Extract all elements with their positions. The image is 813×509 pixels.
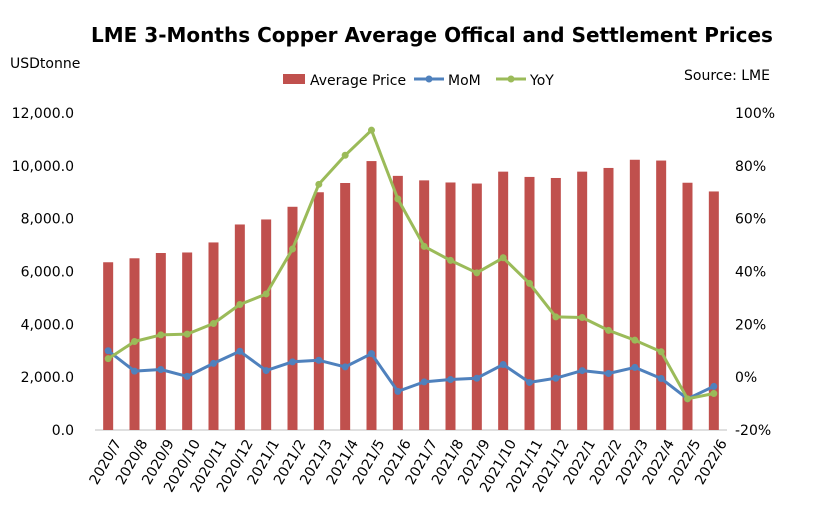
point-mom bbox=[657, 374, 665, 382]
point-mom bbox=[368, 350, 375, 358]
point-mom bbox=[578, 367, 586, 375]
bar-average-price bbox=[287, 206, 298, 430]
right-tick-label: 100% bbox=[735, 106, 775, 122]
bar-average-price bbox=[629, 159, 640, 430]
bar-average-price bbox=[550, 177, 561, 430]
bar-average-price bbox=[234, 224, 245, 430]
line-mom bbox=[107, 349, 715, 401]
bar-average-price bbox=[682, 182, 693, 430]
bar-average-price bbox=[656, 160, 667, 431]
point-yoy bbox=[657, 348, 665, 356]
point-mom bbox=[420, 378, 428, 386]
legend-label-mom: MoM bbox=[448, 73, 481, 89]
point-yoy bbox=[157, 331, 165, 339]
point-mom bbox=[447, 376, 454, 384]
point-mom bbox=[499, 360, 507, 368]
source-note: Source: LME bbox=[684, 68, 770, 84]
left-tick-label: 8,000.0 bbox=[21, 212, 74, 228]
left-tick-label: 10,000.0 bbox=[12, 159, 74, 175]
point-yoy bbox=[684, 395, 691, 403]
point-yoy bbox=[183, 330, 191, 338]
bar-average-price bbox=[419, 180, 430, 430]
right-tick-label: -20% bbox=[735, 423, 771, 439]
line-yoy bbox=[107, 128, 715, 401]
point-yoy bbox=[631, 336, 639, 344]
point-yoy bbox=[473, 269, 481, 277]
right-tick-label: 20% bbox=[735, 317, 766, 333]
bar-average-price bbox=[603, 167, 614, 431]
point-mom bbox=[526, 378, 533, 386]
left-tick-label: 4,000.0 bbox=[21, 317, 74, 333]
point-yoy bbox=[552, 313, 560, 321]
point-mom bbox=[262, 367, 270, 375]
legend-marker-mom bbox=[425, 75, 433, 83]
point-yoy bbox=[710, 390, 718, 398]
left-tick-label: 2,000.0 bbox=[21, 370, 74, 386]
legend: Average Price MoM YoY bbox=[283, 73, 554, 89]
point-yoy bbox=[210, 320, 217, 328]
point-yoy bbox=[394, 195, 402, 203]
point-yoy bbox=[499, 254, 507, 262]
bar-average-price bbox=[392, 175, 403, 430]
plot-area: 0.0 2,000.0 4,000.0 6,000.0 8,000.0 10,000.0 1… bbox=[12, 106, 775, 495]
point-yoy bbox=[262, 290, 270, 298]
point-yoy bbox=[420, 242, 428, 250]
point-yoy bbox=[447, 256, 454, 264]
bar-average-price bbox=[340, 183, 351, 430]
bar-average-price bbox=[524, 176, 535, 430]
legend-swatch-average-price bbox=[283, 74, 305, 84]
point-yoy bbox=[368, 126, 375, 134]
bar-average-price bbox=[708, 191, 719, 430]
right-tick-label: 0% bbox=[735, 370, 757, 386]
point-mom bbox=[394, 387, 402, 395]
left-tick-label: 6,000.0 bbox=[21, 265, 74, 281]
legend-label-average-price: Average Price bbox=[310, 73, 406, 89]
point-mom bbox=[289, 358, 296, 366]
point-mom bbox=[315, 356, 323, 364]
bar-average-price bbox=[261, 219, 272, 430]
bar-average-price bbox=[498, 171, 509, 430]
point-mom bbox=[236, 347, 244, 355]
left-axis-label: USDtonne bbox=[10, 56, 80, 72]
point-yoy bbox=[341, 151, 349, 159]
point-mom bbox=[710, 382, 718, 390]
point-mom bbox=[157, 366, 165, 374]
left-tick-label: 0.0 bbox=[52, 423, 74, 439]
bar-average-price bbox=[155, 253, 166, 430]
legend-marker-yoy bbox=[507, 75, 515, 83]
legend-label-yoy: YoY bbox=[529, 73, 554, 89]
bar-average-price bbox=[471, 183, 482, 430]
bar-average-price bbox=[366, 161, 377, 430]
bar-average-price bbox=[313, 192, 324, 430]
chart-title: LME 3-Months Copper Average Offical and … bbox=[91, 23, 773, 47]
right-tick-label: 40% bbox=[735, 265, 766, 281]
point-yoy bbox=[131, 338, 138, 346]
right-tick-label: 80% bbox=[735, 159, 766, 175]
point-mom bbox=[104, 347, 112, 355]
point-mom bbox=[210, 359, 217, 367]
point-yoy bbox=[526, 279, 533, 287]
point-mom bbox=[552, 374, 560, 382]
point-mom bbox=[605, 369, 612, 377]
point-yoy bbox=[236, 301, 244, 309]
point-yoy bbox=[605, 326, 612, 334]
left-tick-label: 12,000.0 bbox=[12, 106, 74, 122]
point-yoy bbox=[315, 180, 323, 188]
bar-average-price bbox=[182, 252, 193, 430]
point-mom bbox=[131, 367, 138, 375]
point-yoy bbox=[104, 355, 112, 363]
point-yoy bbox=[578, 313, 586, 321]
right-tick-label: 60% bbox=[735, 212, 766, 228]
bar-average-price bbox=[208, 242, 219, 430]
point-yoy bbox=[289, 245, 296, 253]
bar-average-price bbox=[103, 262, 114, 430]
bar-average-price bbox=[445, 182, 456, 430]
point-mom bbox=[473, 374, 481, 382]
point-mom bbox=[631, 363, 639, 371]
point-mom bbox=[183, 372, 191, 380]
point-mom bbox=[341, 363, 349, 371]
bar-average-price bbox=[577, 171, 588, 430]
